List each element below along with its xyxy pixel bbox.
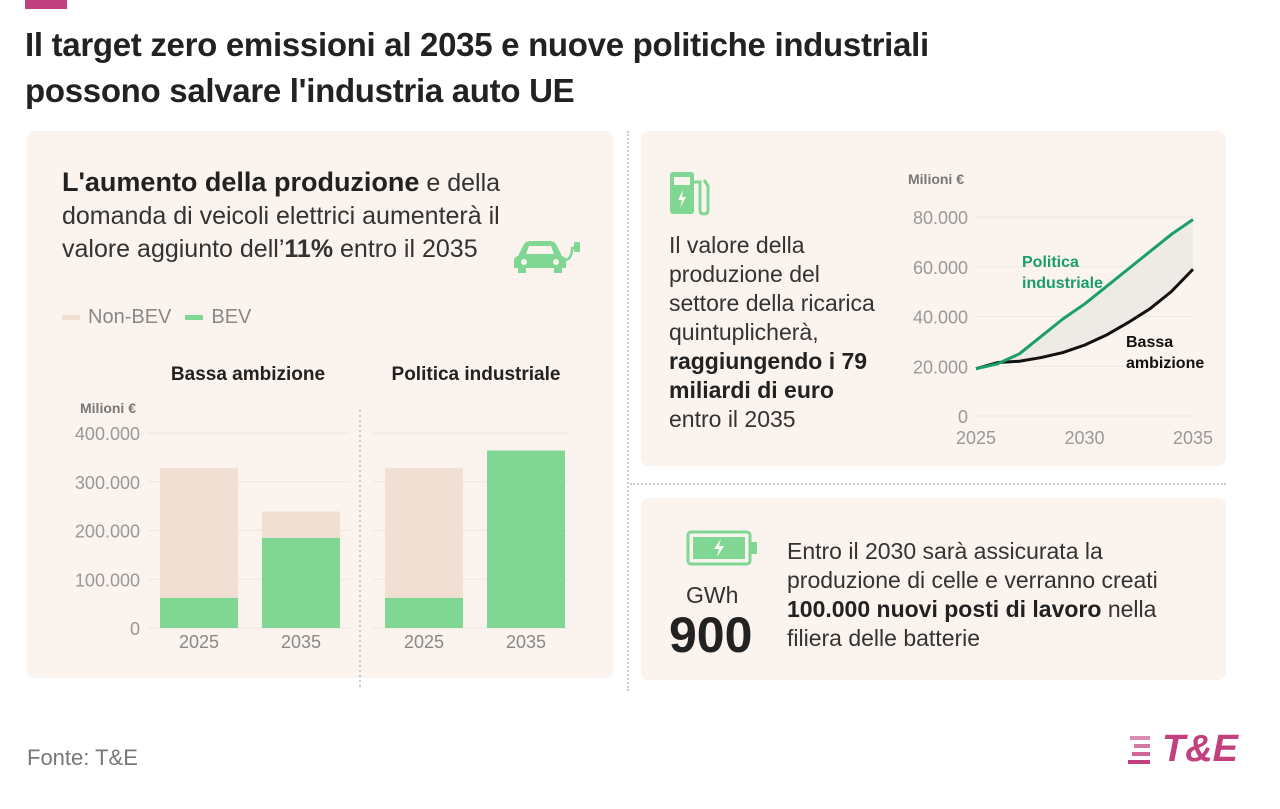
bar-bev <box>160 597 238 628</box>
charging-text: Il valore della produzione del settore d… <box>669 231 875 434</box>
body-text: settore della ricarica <box>669 290 875 316</box>
left-headline: L'aumento della produzione e della doman… <box>62 166 602 266</box>
battery-text: Entro il 2030 sarà assicurata la produzi… <box>787 537 1158 653</box>
line-bassa-ambizione <box>975 268 1195 371</box>
horizontal-divider <box>630 483 1226 485</box>
bar-bev <box>487 450 565 628</box>
legend-label: BEV <box>211 306 252 328</box>
x-tick-label: 2025 <box>179 632 219 652</box>
y-tick-label: 60.000 <box>913 258 968 278</box>
battery-icon <box>686 530 757 566</box>
body-text-bold: miliardi di euro <box>669 377 834 403</box>
headline-text: valore aggiunto dell’ <box>62 235 285 263</box>
legend-label: Non-BEV <box>88 306 172 328</box>
headline-text: domanda di veicoli elettrici aumenterà i… <box>62 202 500 230</box>
bar-non-bev <box>385 468 463 598</box>
headline-percent: 11% <box>284 235 334 263</box>
logo-text: T&E <box>1162 728 1238 770</box>
headline-bold: L'aumento della produzione <box>62 167 420 197</box>
y-tick-label: 400.000 <box>75 424 140 444</box>
y-tick-label: 100.000 <box>75 570 140 590</box>
legend-swatch-non-bev <box>62 315 80 320</box>
series-label-politica: industriale <box>1022 275 1103 292</box>
te-logo: T&E <box>1126 728 1238 771</box>
body-text: produzione di celle e verranno creati <box>787 567 1158 593</box>
body-text-bold: 100.000 nuovi posti di lavoro <box>787 596 1102 622</box>
title-line-2: possono salvare l'industria auto UE <box>25 72 575 109</box>
line-chart: Milioni € 0 20.000 40.000 60.000 80.000 2025 2… <box>908 171 1213 448</box>
group-title: Politica industriale <box>392 364 561 385</box>
gwh-unit: GWh <box>686 582 739 608</box>
charging-station-icon <box>670 172 710 216</box>
y-tick-label: 300.000 <box>75 473 140 493</box>
x-tick-label: 2035 <box>506 632 546 652</box>
x-tick-label: 2035 <box>1173 428 1213 448</box>
x-tick-label: 2035 <box>281 632 321 652</box>
y-tick-label: 20.000 <box>913 357 968 377</box>
body-text: quintuplicherà, <box>669 319 819 345</box>
y-axis-unit: Milioni € <box>908 171 964 187</box>
bar-bev <box>385 597 463 628</box>
series-label-politica: Politica <box>1022 254 1079 271</box>
body-text: Il valore della <box>669 232 805 258</box>
battery-panel <box>641 498 1226 680</box>
y-tick-label: 40.000 <box>913 308 968 328</box>
y-tick-label: 0 <box>130 619 140 639</box>
legend: Non-BEV BEV <box>62 306 251 329</box>
logo-stripes-icon <box>1128 735 1150 764</box>
headline-text: e della <box>419 169 501 197</box>
gwh-value: 900 <box>669 607 753 663</box>
line-politica-industriale <box>975 218 1194 371</box>
body-text: Entro il 2030 sarà assicurata la <box>787 538 1103 564</box>
source-note: Fonte: T&E <box>27 745 138 770</box>
body-text: nella <box>1101 596 1157 622</box>
headline-text: entro il 2035 <box>333 235 478 263</box>
bar-chart: Bassa ambizione Politica industriale Mil… <box>75 364 568 690</box>
y-tick-label: 0 <box>958 407 968 427</box>
legend-swatch-bev <box>185 315 204 320</box>
series-label-bassa: ambizione <box>1126 355 1204 372</box>
title-line-1: Il target zero emissioni al 2035 e nuove… <box>25 26 929 63</box>
group-title: Bassa ambizione <box>171 364 325 385</box>
accent-bar <box>25 0 67 9</box>
vertical-divider <box>627 131 629 691</box>
series-label-bassa: Bassa <box>1126 334 1173 351</box>
bar-bev <box>262 537 340 628</box>
electric-car-icon <box>514 241 580 273</box>
y-tick-label: 200.000 <box>75 522 140 542</box>
x-tick-label: 2030 <box>1064 428 1104 448</box>
x-tick-label: 2025 <box>404 632 444 652</box>
x-tick-label: 2025 <box>956 428 996 448</box>
page-title: Il target zero emissioni al 2035 e nuove… <box>25 22 929 114</box>
y-tick-label: 80.000 <box>913 208 968 228</box>
body-text-bold: raggiungendo i 79 <box>669 348 868 374</box>
body-text: entro il 2035 <box>669 406 796 432</box>
body-text: produzione del <box>669 261 820 287</box>
bar-non-bev <box>262 511 340 538</box>
body-text: filiera delle batterie <box>787 625 981 651</box>
y-axis-unit: Milioni € <box>80 400 136 416</box>
bar-non-bev <box>160 468 238 598</box>
